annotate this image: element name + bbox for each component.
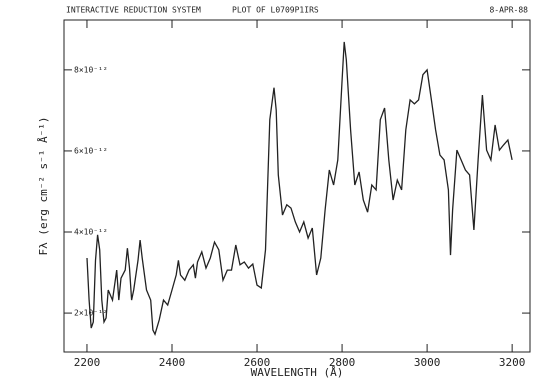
x-tick-label: 2600 [244,356,271,369]
x-tick-label: 3200 [499,356,526,369]
y-tick-label: 6×10⁻¹² [74,146,108,155]
spectrum-line [86,41,513,336]
x-tick-label: 3000 [414,356,441,369]
header-middle: PLOT OF L0709P1IRS [232,6,319,15]
header-left: INTERACTIVE REDUCTION SYSTEM [66,6,201,15]
y-tick-label: 2×10⁻¹² [74,309,108,318]
y-tick-label: 8×10⁻¹² [74,65,108,74]
plot-frame [63,19,531,353]
x-axis-label: WAVELENGTH (Å) [251,366,344,379]
y-tick-label: 4×10⁻¹² [74,228,108,237]
y-axis-label: Fλ (erg cm⁻² s⁻¹ Å⁻¹) [37,116,50,255]
x-tick-label: 2200 [74,356,101,369]
x-tick-label: 2400 [159,356,186,369]
header-date: 8-APR-88 [489,6,528,15]
x-tick-label: 2800 [329,356,356,369]
